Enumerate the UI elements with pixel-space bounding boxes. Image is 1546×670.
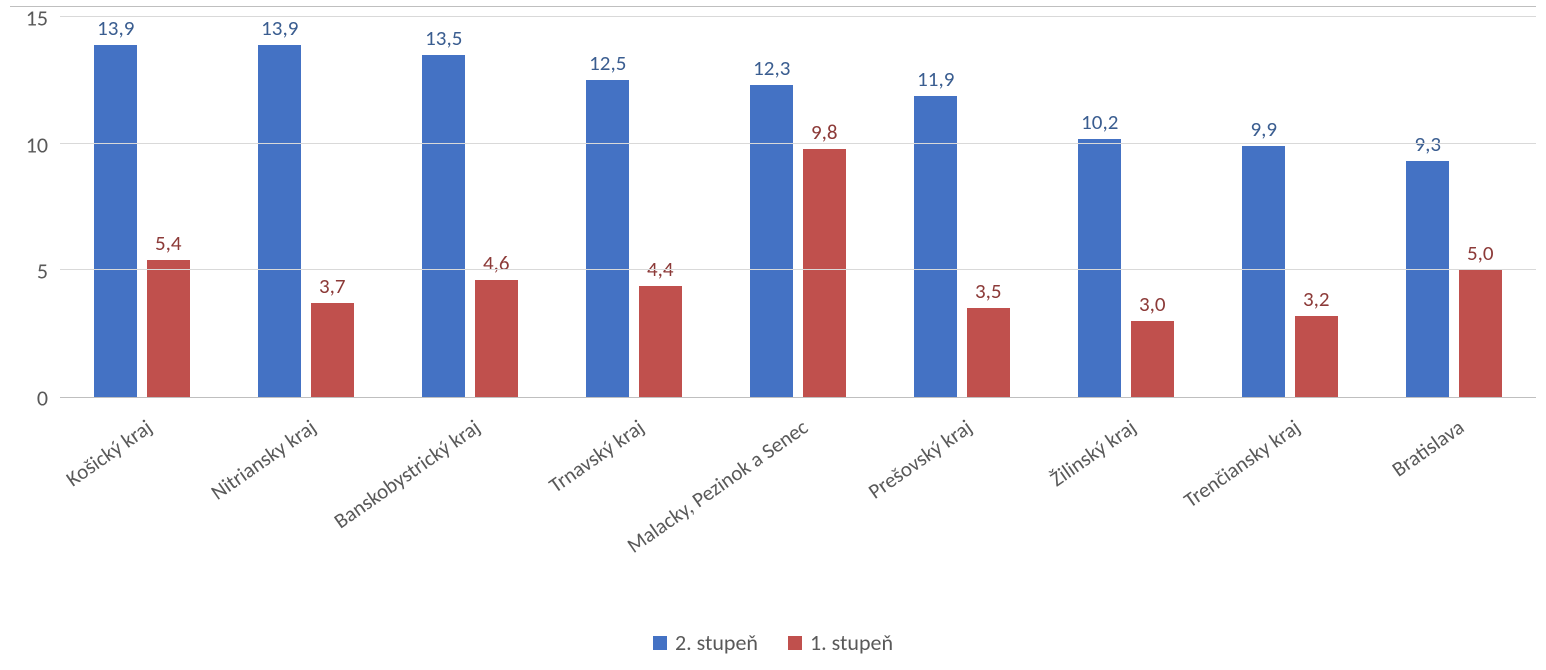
- bar-series-1: [1242, 146, 1285, 397]
- bar-group: 12,54,4: [552, 18, 716, 397]
- y-tick-label: 0: [37, 385, 48, 412]
- x-axis-label: Bratislava: [1387, 414, 1469, 482]
- value-label: 3,5: [975, 278, 1002, 304]
- legend: 2. stupeň 1. stupeň: [0, 629, 1546, 656]
- legend-item: 1. stupeň: [788, 629, 893, 656]
- bar-group: 10,2 3,0: [1044, 18, 1208, 397]
- legend-item: 2. stupeň: [653, 629, 758, 656]
- bar-series-2: [311, 303, 354, 397]
- bar-series-2: [803, 149, 846, 397]
- x-label-slot: Bratislava: [1372, 408, 1536, 598]
- x-axis-label: Košický kraj: [61, 414, 157, 492]
- x-label-slot: Žilinský kraj: [1044, 408, 1208, 598]
- value-label: 13,9: [97, 15, 134, 41]
- value-label: 5,0: [1467, 240, 1494, 266]
- x-axis-labels: Košický kraj Nitriansky kraj Banskobystric…: [60, 408, 1536, 598]
- plot-row: 051015 13,95,413,93,713,54,612,54,412,39…: [0, 18, 1536, 398]
- bar-series-2: [639, 286, 682, 397]
- value-label: 9,9: [1250, 116, 1277, 142]
- x-axis-label: Nitriansky kraj: [206, 414, 321, 505]
- value-label: 10,2: [1081, 109, 1118, 135]
- bar-series-2: [475, 280, 518, 397]
- chart-container: 0 5 10 15 13,9 5,4 13,9 3,7 13,5 4,6 12,54,4 12,3 9…: [0, 0, 1546, 670]
- plot-area: 13,9 5,4 13,9 3,7 13,5 4,6 12,54,4 12,3 9,8 11,9 3…: [60, 18, 1536, 398]
- legend-swatch: [653, 636, 667, 650]
- bar-group: 11,9 3,5: [880, 18, 1044, 397]
- legend-swatch: [788, 636, 802, 650]
- bar-series-2: [1295, 316, 1338, 397]
- bar-groups: 13,9 5,4 13,9 3,7 13,5 4,6 12,54,4 12,3 9,8 11,9 3…: [60, 18, 1536, 397]
- bar-series-2: [1131, 321, 1174, 397]
- value-label: 13,9: [261, 15, 298, 41]
- legend-label: 2. stupeň: [675, 629, 758, 656]
- gridline: [60, 269, 1536, 270]
- value-label: 13,5: [425, 25, 462, 51]
- bar-group: 12,3 9,8: [716, 18, 880, 397]
- value-label: 3,0: [1139, 291, 1166, 317]
- x-label-slot: Košický kraj: [60, 408, 224, 598]
- value-label: 9,8: [811, 119, 838, 145]
- bar-group: 9,3 5,0: [1372, 18, 1536, 397]
- value-label: 5,4: [155, 230, 182, 256]
- gridline: [60, 143, 1536, 144]
- bar-group: 13,9 5,4: [60, 18, 224, 397]
- bar-series-1: [258, 45, 301, 397]
- y-tick-label: 15: [26, 5, 48, 32]
- x-axis-label: Prešovský kraj: [863, 414, 977, 504]
- y-axis: 051015: [0, 18, 60, 398]
- chart-top-border: [10, 6, 1536, 7]
- bar-series-2: [147, 260, 190, 397]
- bar-group: 9,9 3,2: [1208, 18, 1372, 397]
- value-label: 3,2: [1303, 286, 1330, 312]
- bar-series-1: [1406, 161, 1449, 397]
- x-axis-label: Trnavský kraj: [544, 414, 649, 498]
- value-label: 12,3: [753, 55, 790, 81]
- gridline: [60, 16, 1536, 17]
- value-label: 12,5: [589, 50, 626, 76]
- x-label-slot: Banskobystrický kraj: [388, 408, 552, 598]
- value-label: 4,6: [483, 250, 510, 276]
- bar-series-1: [750, 85, 793, 397]
- bar-series-2: [1459, 270, 1502, 397]
- y-tick-label: 10: [26, 131, 48, 158]
- bar-series-2: [967, 308, 1010, 397]
- bar-series-1: [586, 80, 629, 397]
- y-tick-label: 5: [37, 258, 48, 285]
- bar-group: 13,9 3,7: [224, 18, 388, 397]
- value-label: 9,3: [1414, 131, 1441, 157]
- x-label-slot: Malacky, Pezinok a Senec: [716, 408, 880, 598]
- x-axis-labels-row: Košický kraj Nitriansky kraj Banskobystric…: [60, 408, 1536, 598]
- x-label-slot: Prešovský kraj: [880, 408, 1044, 598]
- x-label-slot: Trenčiansky kraj: [1208, 408, 1372, 598]
- value-label: 3,7: [319, 273, 346, 299]
- bar-series-1: [94, 45, 137, 397]
- bar-group: 13,5 4,6: [388, 18, 552, 397]
- bar-series-1: [422, 55, 465, 397]
- bar-series-1: [914, 96, 957, 397]
- legend-label: 1. stupeň: [810, 629, 893, 656]
- value-label: 11,9: [917, 66, 954, 92]
- bar-series-1: [1078, 139, 1121, 397]
- x-axis-label: Žilinský kraj: [1045, 414, 1141, 492]
